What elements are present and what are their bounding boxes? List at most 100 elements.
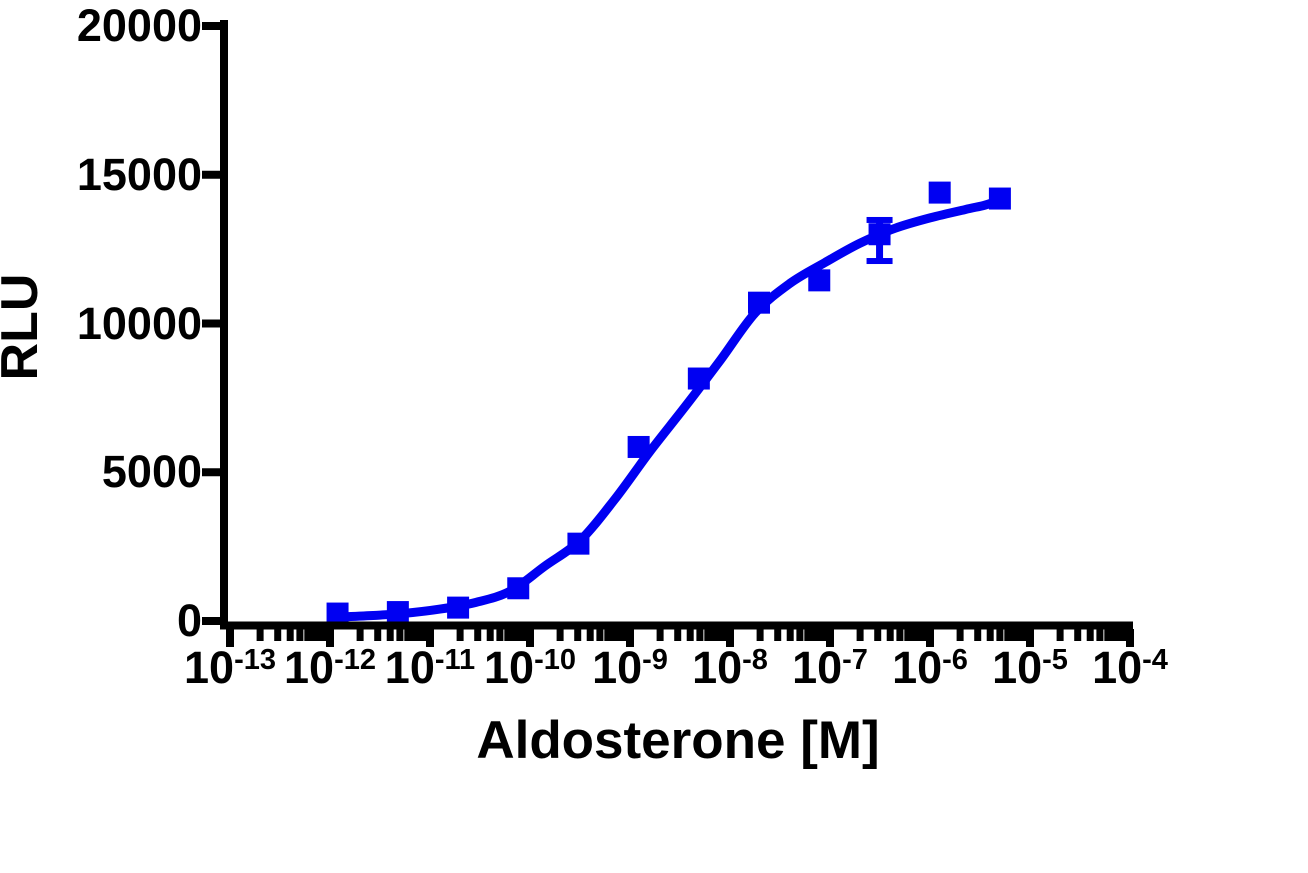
x-axis-minor-tick xyxy=(511,629,519,641)
x-axis-minor-tick xyxy=(856,629,864,641)
x-axis-minor-tick xyxy=(1121,629,1129,641)
x-axis-minor-tick xyxy=(556,629,564,641)
x-axis-minor-tick xyxy=(1074,629,1082,641)
x-axis-minor-tick xyxy=(356,629,364,641)
x-axis-major-tick xyxy=(326,629,334,647)
x-tick-base: 10 xyxy=(484,642,535,693)
y-tick-label: 10000 xyxy=(76,297,202,349)
x-tick-exponent: -13 xyxy=(234,644,276,676)
y-tick-label: 20000 xyxy=(76,0,202,51)
data-point-square xyxy=(627,435,650,458)
x-axis-minor-tick xyxy=(874,629,882,641)
x-axis-minor-tick xyxy=(411,629,419,641)
x-axis-minor-tick xyxy=(1116,629,1124,641)
x-tick-exponent: -4 xyxy=(1142,644,1168,676)
x-axis-minor-tick xyxy=(604,629,612,641)
x-axis-minor-tick xyxy=(396,629,404,641)
data-point-square xyxy=(567,532,590,555)
x-axis-minor-tick xyxy=(686,629,694,641)
y-tick-label: 15000 xyxy=(76,148,202,200)
y-axis-major-tick xyxy=(202,468,220,477)
x-axis-minor-tick xyxy=(456,629,464,641)
y-tick-label: 0 xyxy=(176,595,202,646)
x-axis-minor-tick xyxy=(286,629,294,641)
x-axis-minor-tick xyxy=(616,629,624,641)
data-point-square xyxy=(748,291,771,314)
x-axis-minor-tick xyxy=(321,629,329,641)
x-axis-minor-tick xyxy=(586,629,594,641)
x-axis-minor-tick xyxy=(316,629,324,641)
x-axis-minor-tick xyxy=(1011,629,1019,641)
x-axis-minor-tick xyxy=(274,629,282,641)
x-axis-minor-tick xyxy=(1096,629,1104,641)
x-axis-minor-tick xyxy=(656,629,664,641)
data-points xyxy=(326,181,1011,625)
x-axis-minor-tick xyxy=(474,629,482,641)
x-axis-title: Aldosterone [M] xyxy=(476,711,880,770)
data-point-square xyxy=(326,602,349,625)
x-tick-exponent: -5 xyxy=(1042,644,1068,676)
x-tick-label: 10-4 xyxy=(1050,645,1210,690)
axes xyxy=(202,20,1134,647)
x-tick-label: 10-10 xyxy=(450,645,610,690)
x-axis-major-tick xyxy=(526,629,534,647)
x-tick-base: 10 xyxy=(792,642,843,693)
x-axis-major-tick xyxy=(1126,629,1134,647)
x-tick-exponent: -11 xyxy=(434,644,476,676)
x-tick-label: 10-13 xyxy=(150,645,310,690)
y-axis-major-tick xyxy=(202,617,220,625)
x-axis-minor-tick xyxy=(904,629,912,641)
x-tick-label: 10-5 xyxy=(950,645,1110,690)
y-axis-major-tick xyxy=(202,22,220,30)
x-tick-exponent: -9 xyxy=(642,644,668,676)
x-axis-minor-tick xyxy=(504,629,512,641)
x-tick-base: 10 xyxy=(284,642,335,693)
data-point-square xyxy=(507,577,530,600)
x-tick-label: 10-11 xyxy=(350,645,510,690)
x-axis-major-tick xyxy=(926,629,934,647)
error-bar-cap-bottom xyxy=(866,258,893,265)
x-axis-minor-tick xyxy=(956,629,964,641)
x-tick-base: 10 xyxy=(184,642,235,693)
y-axis-major-tick xyxy=(202,170,220,179)
x-axis-minor-tick xyxy=(996,629,1004,641)
x-axis-minor-tick xyxy=(374,629,382,641)
x-axis-line xyxy=(220,621,1133,630)
x-axis-minor-tick xyxy=(1056,629,1064,641)
x-axis-minor-tick xyxy=(404,629,412,641)
data-point-square xyxy=(928,181,951,204)
x-axis-minor-tick xyxy=(386,629,394,641)
x-axis-minor-tick xyxy=(756,629,764,641)
x-axis-minor-tick xyxy=(516,629,524,641)
fit-curve xyxy=(330,195,1005,622)
x-axis-minor-tick xyxy=(711,629,719,641)
data-point-square xyxy=(988,187,1011,210)
x-axis-minor-tick xyxy=(496,629,504,641)
y-axis-major-tick xyxy=(202,319,220,328)
x-axis-minor-tick xyxy=(696,629,704,641)
x-axis-minor-tick xyxy=(304,629,312,641)
x-axis-minor-tick xyxy=(311,629,319,641)
x-tick-label: 10-12 xyxy=(250,645,410,690)
x-axis-minor-tick xyxy=(1004,629,1012,641)
x-axis-minor-tick xyxy=(716,629,724,641)
x-axis-minor-tick xyxy=(774,629,782,641)
x-axis-minor-tick xyxy=(911,629,919,641)
x-axis-major-tick xyxy=(1026,629,1034,647)
error-bar-cap-top xyxy=(866,216,893,223)
data-point-square xyxy=(447,596,470,619)
x-tick-base: 10 xyxy=(892,642,943,693)
x-axis-major-tick xyxy=(626,629,634,647)
x-axis-minor-tick xyxy=(621,629,629,641)
x-tick-exponent: -6 xyxy=(942,644,968,676)
x-axis-minor-tick xyxy=(486,629,494,641)
x-axis-minor-tick xyxy=(986,629,994,641)
data-point-square xyxy=(687,367,710,390)
x-tick-exponent: -12 xyxy=(334,644,376,676)
x-axis-minor-tick xyxy=(916,629,924,641)
x-axis-minor-tick xyxy=(416,629,424,641)
x-axis-minor-tick xyxy=(1111,629,1119,641)
x-tick-exponent: -7 xyxy=(842,644,868,676)
